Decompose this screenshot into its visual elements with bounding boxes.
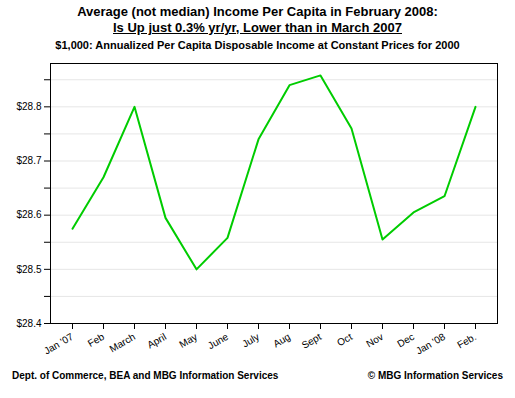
svg-text:$28.8: $28.8 (16, 101, 41, 112)
svg-text:Jan '07: Jan '07 (42, 331, 76, 357)
svg-text:Oct: Oct (335, 331, 354, 348)
html-text:Is Up just 0.3% yr/yr, Lower t: Is Up just 0.3% yr/yr, Lower than in Mar… (113, 20, 402, 35)
svg-text:July: July (240, 331, 261, 349)
svg-text:Feb: Feb (86, 331, 107, 349)
svg-text:Feb.: Feb. (455, 331, 478, 351)
svg-text:Nov: Nov (364, 331, 385, 349)
svg-text:$28.6: $28.6 (16, 209, 41, 220)
svg-text:March: March (108, 331, 138, 354)
html-text:Dept. of Commerce, BEA and MBG: Dept. of Commerce, BEA and MBG Informati… (12, 370, 279, 381)
svg-text:Sept: Sept (300, 331, 324, 351)
svg-text:Jan '08: Jan '08 (414, 331, 448, 357)
html-text:$1,000: Annualized Per Capita: $1,000: Annualized Per Capita Disposable… (55, 39, 460, 51)
svg-text:April: April (145, 331, 168, 351)
svg-text:Dec: Dec (395, 330, 417, 350)
svg-text:$28.5: $28.5 (16, 264, 41, 275)
svg-text:$28.4: $28.4 (16, 318, 41, 329)
html-text:Average (not median) Income Pe: Average (not median) Income Per Capita i… (77, 4, 438, 19)
svg-text:June: June (206, 331, 231, 352)
svg-text:$28.7: $28.7 (16, 155, 41, 166)
svg-text:Aug: Aug (271, 331, 292, 349)
svg-text:May: May (177, 331, 199, 350)
html-text:© MBG Information Services: © MBG Information Services (367, 370, 503, 381)
